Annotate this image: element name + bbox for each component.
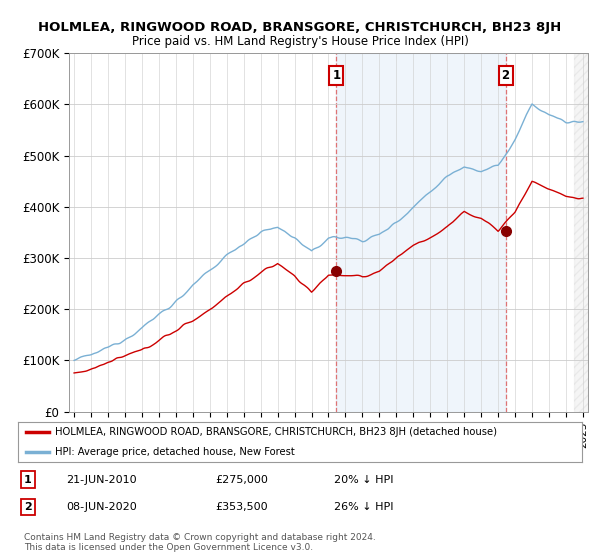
Text: 26% ↓ HPI: 26% ↓ HPI — [334, 502, 394, 512]
Text: HOLMLEA, RINGWOOD ROAD, BRANSGORE, CHRISTCHURCH, BH23 8JH (detached house): HOLMLEA, RINGWOOD ROAD, BRANSGORE, CHRIS… — [55, 427, 497, 437]
Text: 2: 2 — [502, 69, 509, 82]
Text: £275,000: £275,000 — [215, 474, 268, 484]
Text: 2: 2 — [23, 502, 31, 512]
Text: Contains HM Land Registry data © Crown copyright and database right 2024.
This d: Contains HM Land Registry data © Crown c… — [23, 533, 376, 552]
Bar — [574, 53, 588, 412]
Bar — [337, 53, 506, 412]
Text: 20% ↓ HPI: 20% ↓ HPI — [334, 474, 394, 484]
Text: HPI: Average price, detached house, New Forest: HPI: Average price, detached house, New … — [55, 447, 295, 457]
Text: 1: 1 — [332, 69, 341, 82]
Text: £353,500: £353,500 — [215, 502, 268, 512]
Text: 08-JUN-2020: 08-JUN-2020 — [66, 502, 137, 512]
Text: 1: 1 — [23, 474, 31, 484]
Text: HOLMLEA, RINGWOOD ROAD, BRANSGORE, CHRISTCHURCH, BH23 8JH: HOLMLEA, RINGWOOD ROAD, BRANSGORE, CHRIS… — [38, 21, 562, 34]
Bar — [574, 53, 588, 412]
Text: 21-JUN-2010: 21-JUN-2010 — [66, 474, 137, 484]
Text: Price paid vs. HM Land Registry's House Price Index (HPI): Price paid vs. HM Land Registry's House … — [131, 35, 469, 48]
